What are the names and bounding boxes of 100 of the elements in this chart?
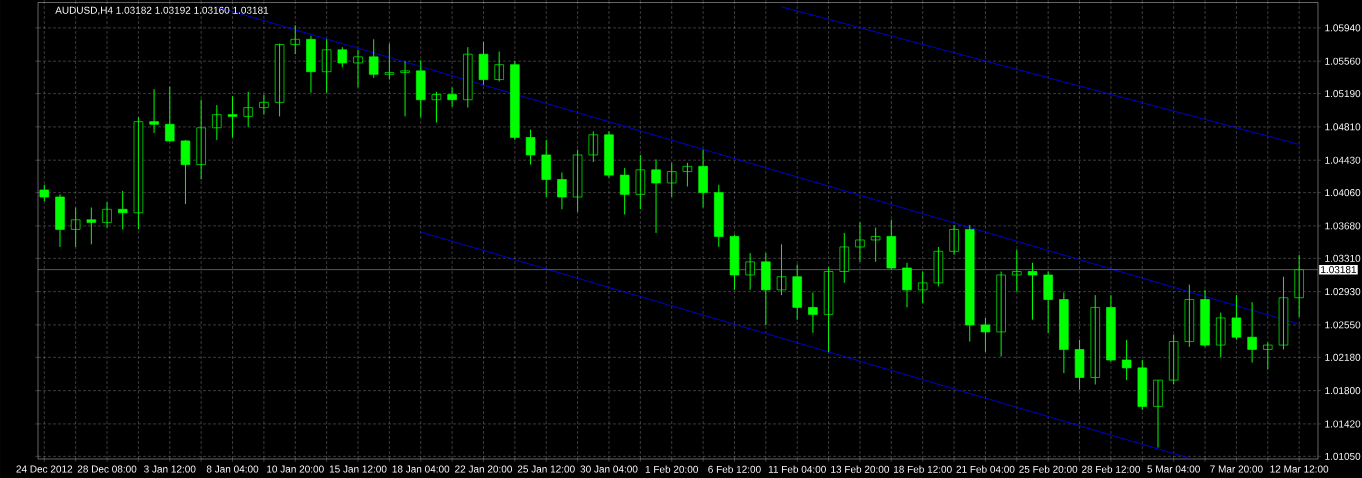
x-tick-label: 28 Dec 08:00 bbox=[77, 465, 137, 473]
candlestick bbox=[1090, 294, 1100, 386]
y-tick-label: 1.01800 bbox=[1325, 387, 1361, 395]
candlestick bbox=[133, 116, 144, 230]
y-tick-label: 1.03310 bbox=[1325, 254, 1361, 262]
x-tick-label: 5 Mar 04:00 bbox=[1147, 465, 1200, 473]
candlestick bbox=[588, 130, 599, 163]
y-tick-label: 1.05560 bbox=[1325, 57, 1361, 65]
x-tick-label: 6 Feb 12:00 bbox=[708, 465, 761, 473]
x-tick-label: 10 Jan 20:00 bbox=[267, 465, 324, 473]
candlestick bbox=[337, 46, 348, 68]
y-tick-label: 1.04430 bbox=[1325, 156, 1361, 164]
y-tick-label: 1.02930 bbox=[1325, 288, 1361, 296]
x-tick-label: 30 Jan 04:00 bbox=[580, 465, 638, 473]
candlestick bbox=[1215, 312, 1226, 358]
candlestick bbox=[541, 139, 551, 198]
y-tick-label: 1.01420 bbox=[1325, 420, 1361, 428]
candlestick bbox=[761, 252, 771, 326]
candlestick bbox=[729, 234, 740, 291]
x-tick-label: 3 Jan 12:00 bbox=[144, 465, 196, 473]
x-tick-label: 18 Jan 04:00 bbox=[392, 465, 450, 473]
y-tick-label: 1.04060 bbox=[1325, 189, 1361, 197]
x-tick-label: 18 Feb 12:00 bbox=[894, 465, 952, 473]
candlestick bbox=[1074, 339, 1085, 391]
y-tick-label: 1.02550 bbox=[1325, 321, 1361, 329]
candlestick bbox=[478, 41, 489, 86]
candlestick bbox=[682, 162, 693, 187]
candlestick bbox=[917, 270, 928, 304]
candlestick bbox=[1137, 359, 1148, 411]
x-tick-label: 25 Jan 12:00 bbox=[517, 465, 575, 473]
candlestick bbox=[855, 221, 865, 263]
x-tick-label: 12 Mar 12:00 bbox=[1270, 465, 1329, 473]
x-tick-label: 21 Feb 04:00 bbox=[956, 465, 1015, 473]
candlestick bbox=[290, 24, 301, 55]
candlestick bbox=[870, 227, 881, 263]
candlestick bbox=[353, 49, 363, 88]
candlestick bbox=[321, 38, 332, 94]
candlestick bbox=[1278, 276, 1289, 350]
candlestick bbox=[572, 149, 583, 213]
candlestick bbox=[933, 246, 944, 287]
candlestick bbox=[463, 46, 473, 109]
y-tick-label: 1.04810 bbox=[1325, 123, 1361, 131]
candlestick bbox=[227, 95, 238, 138]
y-tick-label: 1.01050 bbox=[1325, 452, 1361, 460]
candlestick bbox=[886, 219, 897, 271]
candlestick bbox=[384, 43, 395, 81]
candlestick bbox=[180, 139, 191, 205]
candlestick bbox=[666, 162, 677, 198]
candlestick bbox=[1294, 254, 1304, 318]
ref-line-label: 1.03181 bbox=[1321, 266, 1357, 274]
y-tick-label: 1.03680 bbox=[1325, 222, 1361, 230]
candlestick bbox=[792, 263, 802, 321]
chart-title: AUDUSD,H4 1.03182 1.03192 1.03160 1.03181 bbox=[55, 6, 269, 15]
candlestick bbox=[243, 91, 253, 128]
candlestick bbox=[619, 167, 630, 216]
candlestick bbox=[196, 99, 206, 180]
candlestick bbox=[39, 184, 50, 202]
candlestick bbox=[776, 243, 787, 296]
x-tick-label: 11 Feb 04:00 bbox=[768, 465, 826, 473]
x-tick-label: 15 Jan 12:00 bbox=[329, 465, 387, 473]
y-tick-label: 1.02180 bbox=[1325, 353, 1361, 361]
candlestick bbox=[965, 224, 975, 343]
x-tick-label: 7 Mar 20:00 bbox=[1210, 465, 1263, 473]
candlestick bbox=[274, 43, 285, 117]
candlestick bbox=[714, 184, 724, 248]
candlestick bbox=[117, 190, 128, 230]
x-tick-label: 1 Feb 20:00 bbox=[645, 465, 699, 473]
y-tick-label: 1.05940 bbox=[1325, 24, 1361, 32]
x-tick-label: 28 Feb 12:00 bbox=[1081, 465, 1140, 473]
candlestick bbox=[651, 158, 661, 234]
candlestick bbox=[1263, 341, 1273, 371]
candlestick bbox=[525, 129, 536, 166]
candlestick bbox=[400, 60, 410, 117]
candlestick bbox=[149, 88, 159, 134]
x-tick-label: 25 Feb 20:00 bbox=[1019, 465, 1078, 473]
candlestick bbox=[823, 266, 834, 353]
candlestick bbox=[635, 154, 646, 210]
candlestick bbox=[839, 232, 850, 284]
x-tick-label: 24 Dec 2012 bbox=[16, 465, 73, 473]
candlestick bbox=[1231, 294, 1242, 341]
candlestick bbox=[980, 317, 991, 353]
candlestick bbox=[1043, 270, 1053, 334]
candlestick bbox=[165, 86, 175, 143]
candlestick bbox=[494, 51, 504, 82]
candlestick bbox=[1121, 339, 1132, 381]
candlestick bbox=[70, 207, 81, 248]
y-tick-label: 1.05190 bbox=[1325, 90, 1361, 98]
candlestick bbox=[431, 91, 442, 124]
candlestick bbox=[1184, 284, 1195, 348]
candlestick bbox=[212, 104, 222, 141]
candlestick bbox=[1168, 334, 1179, 386]
x-tick-label: 8 Jan 04:00 bbox=[206, 465, 259, 473]
candlestick bbox=[745, 252, 755, 291]
x-tick-label: 13 Feb 20:00 bbox=[831, 465, 890, 473]
candlestick bbox=[1027, 262, 1038, 321]
candlestick bbox=[368, 38, 379, 79]
x-tick-label: 22 Jan 20:00 bbox=[455, 465, 513, 473]
candlestick bbox=[86, 207, 97, 245]
candlestick bbox=[902, 262, 912, 308]
candlestick bbox=[1012, 249, 1022, 293]
